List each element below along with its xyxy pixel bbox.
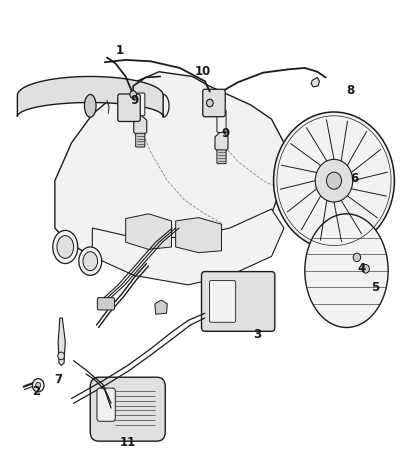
Circle shape [206,99,213,107]
FancyBboxPatch shape [97,388,115,421]
Circle shape [273,112,395,249]
Ellipse shape [53,230,78,264]
Polygon shape [126,214,171,249]
Polygon shape [18,76,163,117]
Ellipse shape [305,214,388,327]
Polygon shape [155,300,167,314]
Ellipse shape [79,247,102,276]
Text: 10: 10 [195,65,211,78]
Circle shape [362,265,370,273]
FancyBboxPatch shape [217,150,226,163]
Text: 5: 5 [372,281,380,294]
Text: 9: 9 [222,127,230,140]
Polygon shape [55,72,284,271]
FancyBboxPatch shape [136,93,145,116]
FancyBboxPatch shape [209,281,236,322]
FancyBboxPatch shape [201,272,275,331]
Polygon shape [134,114,147,138]
Text: 7: 7 [54,373,62,386]
Ellipse shape [57,236,74,258]
Circle shape [58,352,64,360]
Circle shape [315,159,353,202]
FancyBboxPatch shape [97,298,115,310]
Circle shape [32,379,44,392]
Text: 9: 9 [130,94,138,107]
Circle shape [130,91,137,98]
Text: 8: 8 [347,84,355,97]
Text: 11: 11 [120,436,136,448]
Text: 4: 4 [357,262,365,275]
Polygon shape [58,318,65,365]
Text: 2: 2 [32,385,40,398]
Text: 1: 1 [115,44,123,57]
Polygon shape [215,131,228,155]
Text: 6: 6 [351,172,359,185]
Polygon shape [311,77,319,87]
Ellipse shape [84,95,96,117]
Ellipse shape [83,252,97,271]
Circle shape [326,172,342,189]
Polygon shape [92,209,284,285]
FancyBboxPatch shape [90,377,165,441]
FancyBboxPatch shape [203,89,225,117]
FancyBboxPatch shape [217,110,226,133]
FancyBboxPatch shape [136,133,145,147]
Circle shape [36,382,41,388]
Circle shape [353,253,361,262]
Text: 3: 3 [253,328,261,341]
Polygon shape [176,218,222,253]
FancyBboxPatch shape [118,94,140,122]
